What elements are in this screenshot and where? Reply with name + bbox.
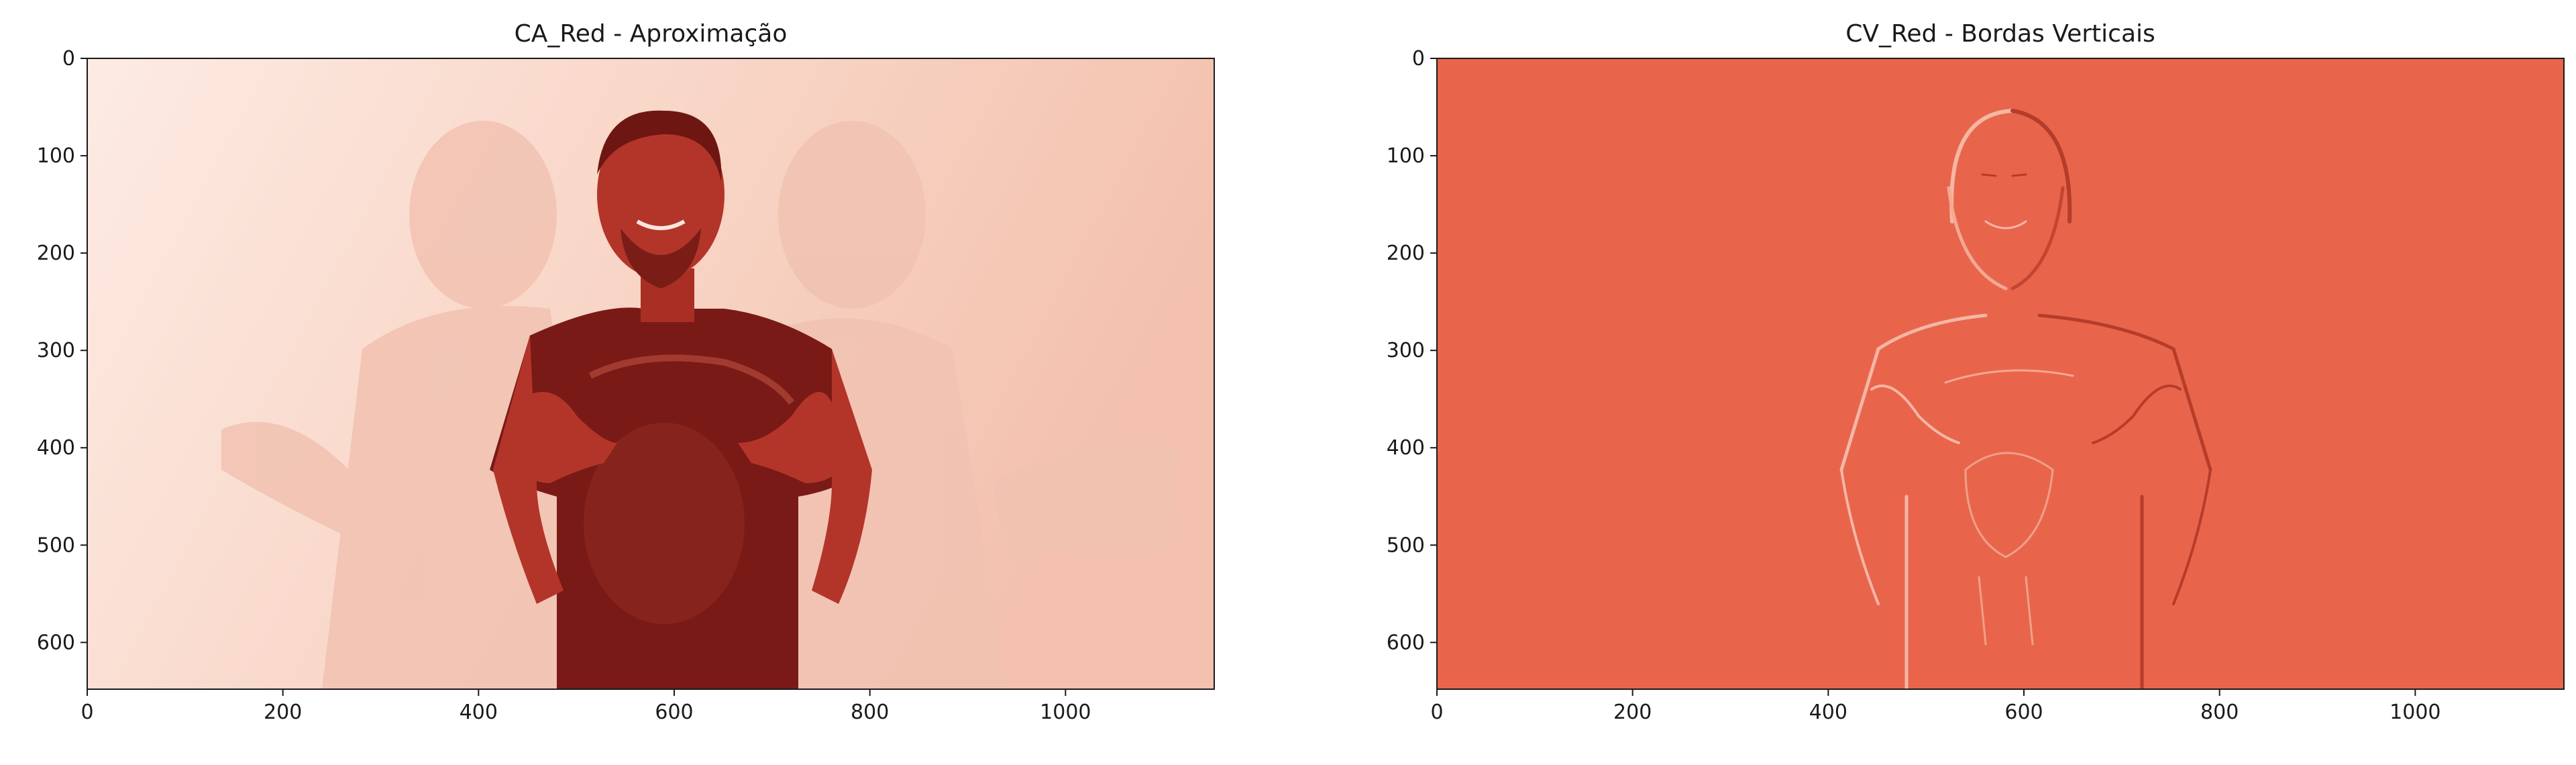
y-tick-label: 400 [1387, 436, 1425, 460]
x-tick-label: 0 [1430, 701, 1443, 724]
x-tick-label: 400 [460, 701, 498, 724]
chart-title: CV_Red - Bordas Verticais [1845, 20, 2155, 48]
y-tick-label: 100 [1387, 144, 1425, 168]
panel-cv-red: CV_Red - Bordas Verticais [1387, 20, 2565, 724]
y-tick-label: 600 [37, 631, 75, 654]
x-tick-label: 400 [1809, 701, 1847, 724]
y-tick-label: 100 [37, 144, 75, 168]
y-tick-label: 200 [37, 242, 75, 265]
y-tick-label: 400 [37, 436, 75, 460]
y-tick-label: 500 [1387, 533, 1425, 557]
y-tick-label: 300 [37, 339, 75, 362]
x-tick-label: 1000 [2390, 701, 2440, 724]
y-tick-label: 200 [1387, 242, 1425, 265]
cv-red-image [1437, 58, 2564, 689]
y-tick-label: 300 [1387, 339, 1425, 362]
y-tick-label: 0 [1412, 47, 1425, 70]
x-tick-label: 800 [851, 701, 889, 724]
x-tick-label: 0 [80, 701, 93, 724]
y-tick-label: 500 [37, 533, 75, 557]
axes-ca-red: 0 200 400 600 800 1000 0 100 200 300 400 500 600 [37, 47, 1091, 724]
x-tick-label: 1000 [1040, 701, 1091, 724]
panel-ca-red: CA_Red - Aproximação [37, 20, 1215, 724]
x-tick-label: 600 [2004, 701, 2043, 724]
x-tick-label: 600 [655, 701, 693, 724]
y-tick-label: 0 [62, 47, 75, 70]
x-tick-label: 800 [2200, 701, 2239, 724]
x-tick-label: 200 [264, 701, 302, 724]
axes-cv-red: 0 200 400 600 800 1000 0 100 200 300 400 500 600 [1387, 47, 2441, 724]
chart-title: CA_Red - Aproximação [515, 20, 788, 48]
x-tick-label: 200 [1613, 701, 1652, 724]
y-tick-label: 600 [1387, 631, 1425, 654]
ca-red-image [87, 58, 1214, 689]
